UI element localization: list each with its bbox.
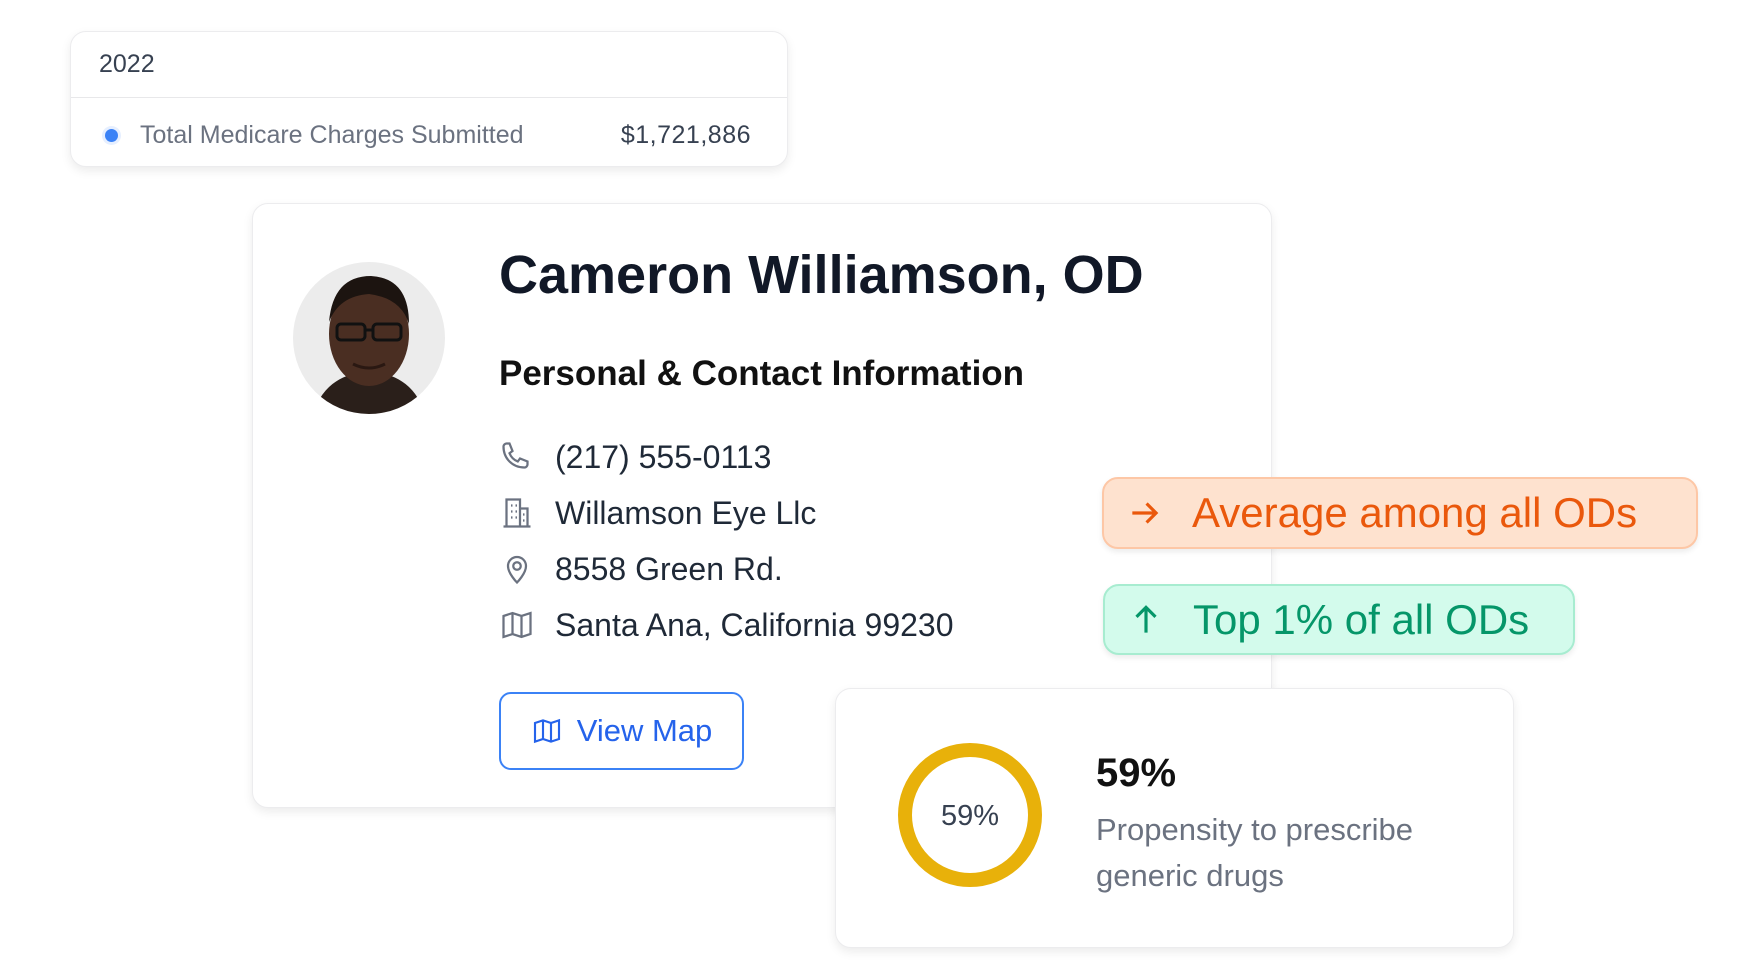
stat-value: 59%	[1096, 751, 1177, 795]
avatar	[293, 262, 445, 414]
average-badge: Average among all ODs	[1102, 477, 1698, 549]
top-percent-label: Top 1% of all ODs	[1193, 595, 1530, 643]
metric-row: Total Medicare Charges Submitted $1,721,…	[99, 115, 751, 155]
contact-city: Santa Ana, California 99230	[499, 597, 954, 653]
year-label: 2022	[99, 50, 155, 78]
provider-name: Cameron Williamson, OD	[499, 245, 1144, 305]
arrow-right-icon	[1126, 494, 1166, 532]
contact-phone: (217) 555-0113	[499, 429, 954, 485]
building-icon	[503, 498, 531, 528]
metric-label: Total Medicare Charges Submitted	[140, 120, 524, 149]
contact-list: (217) 555-0113 Willamson Eye Llc 8558 Gr…	[499, 429, 954, 653]
series-dot-icon	[105, 128, 118, 142]
map-icon	[533, 718, 560, 744]
city-text: Santa Ana, California 99230	[555, 606, 954, 643]
contact-address: 8558 Green Rd.	[499, 541, 954, 597]
progress-ring: 59%	[898, 743, 1042, 887]
metric-value: $1,721,886	[620, 120, 751, 149]
medicare-charges-card: 2022 Total Medicare Charges Submitted $1…	[70, 31, 788, 167]
phone-icon	[502, 442, 529, 469]
divider	[71, 97, 787, 98]
map-icon	[502, 611, 532, 639]
stat-description: Propensity to prescribe generic drugs	[1096, 812, 1414, 893]
contact-company: Willamson Eye Llc	[499, 485, 954, 541]
address-text: 8558 Green Rd.	[555, 550, 783, 587]
ring-label: 59%	[941, 800, 999, 832]
section-title: Personal & Contact Information	[499, 354, 1025, 393]
average-label: Average among all ODs	[1192, 489, 1638, 536]
view-map-button[interactable]: View Map	[499, 692, 744, 770]
phone-text: (217) 555-0113	[555, 438, 772, 475]
view-map-label: View Map	[576, 713, 713, 748]
top-percent-badge: Top 1% of all ODs	[1103, 584, 1575, 655]
progress-ring-arc	[898, 743, 1042, 887]
generic-drugs-card: 59% 59% Propensity to prescribe generic …	[835, 688, 1514, 948]
company-text: Willamson Eye Llc	[555, 494, 817, 531]
arrow-up-icon	[1127, 601, 1167, 639]
map-pin-icon	[506, 555, 528, 585]
